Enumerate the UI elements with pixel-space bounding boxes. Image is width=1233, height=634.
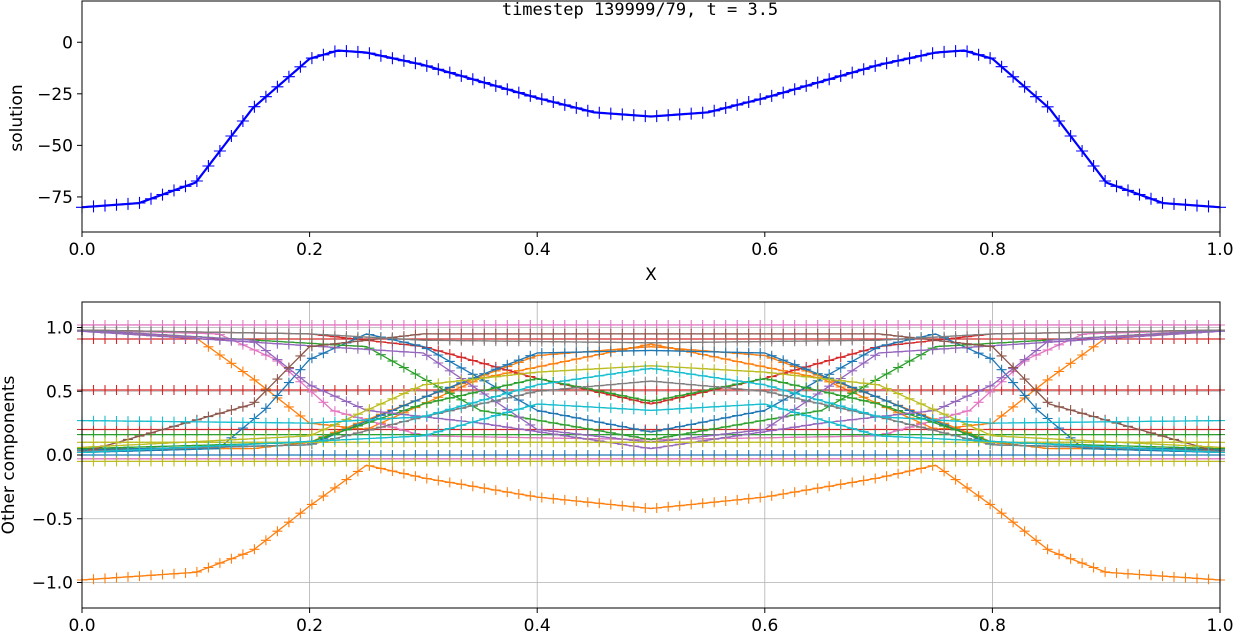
- chart-title: timestep 139999/79, t = 3.5: [502, 0, 778, 20]
- component-series-line-0: [81, 464, 1221, 581]
- component-series-line-20: [81, 329, 1221, 344]
- component-x-tick-label-3: 0.6: [751, 616, 778, 634]
- solution-plot-frame: [81, 0, 1221, 233]
- solution-x-tick-label-3: 0.6: [751, 240, 778, 260]
- x-axis-label: X: [645, 265, 657, 285]
- solution-x-tick-label-4: 0.8: [979, 240, 1006, 260]
- other-components-x-ticks: 0.0 0.2 0.4 0.6 0.8 1.0: [68, 608, 1233, 634]
- component-series-21: [77, 456, 1225, 467]
- component-series-line-14: [81, 329, 1221, 441]
- component-series-line-18: [81, 333, 1221, 454]
- other-components-y-ticks: 1.0 0.5 0.0 −0.5 −1.0: [32, 319, 82, 594]
- component-series-line-16: [81, 329, 1221, 450]
- component-series-line-25: [81, 403, 1221, 454]
- component-x-tick-label-2: 0.4: [524, 616, 551, 634]
- component-series-18: [77, 328, 1225, 458]
- solution-y-tick-label-1: −25: [37, 85, 73, 105]
- component-x-tick-label-5: 1.0: [1206, 616, 1233, 634]
- y-axis-label-other: Other components: [0, 376, 19, 535]
- solution-x-tick-label-1: 0.2: [296, 240, 323, 260]
- component-series-line-1: [81, 329, 1221, 431]
- component-x-tick-label-1: 0.2: [296, 616, 323, 634]
- other-components-series-group: [77, 320, 1225, 585]
- solution-plot: 0.0 0.2 0.4 0.6 0.8 1.0 0 −25 −50 −75 timestep 1…: [7, 0, 1233, 285]
- solution-x-tick-label-0: 0.0: [68, 240, 95, 260]
- other-components-plot: 0.0 0.2 0.4 0.6 0.8 1.0 1.0 0.5 0.0 −0.5 −1.0 Oth…: [0, 301, 1233, 634]
- solution-x-ticks: 0.0 0.2 0.4 0.6 0.8 1.0: [68, 232, 1233, 260]
- component-series-line-19: [81, 380, 1221, 452]
- solution-y-tick-label-0: 0: [62, 33, 73, 53]
- component-y-tick-label-1: 0.5: [46, 382, 73, 402]
- solution-x-tick-label-2: 0.4: [524, 240, 551, 260]
- component-series-line-22: [81, 365, 1221, 448]
- component-x-tick-label-0: 0.0: [68, 616, 95, 634]
- component-y-tick-label-2: 0.0: [46, 446, 73, 466]
- solution-y-ticks: 0 −25 −50 −75: [37, 33, 82, 208]
- component-y-tick-label-4: −1.0: [32, 574, 73, 594]
- solution-x-tick-label-5: 1.0: [1206, 240, 1233, 260]
- solution-y-tick-label-2: −50: [37, 136, 73, 156]
- component-x-tick-label-4: 0.8: [979, 616, 1006, 634]
- component-series-line-10: [81, 333, 1221, 454]
- component-series-line-24: [81, 367, 1221, 424]
- component-series-25: [77, 399, 1225, 458]
- solution-y-tick-label-3: −75: [37, 188, 73, 208]
- y-axis-label-solution: solution: [7, 84, 27, 151]
- component-series-12: [77, 450, 1225, 460]
- component-y-tick-label-3: −0.5: [32, 510, 73, 530]
- component-series-7: [77, 320, 1225, 330]
- component-y-tick-label-0: 1.0: [46, 319, 73, 339]
